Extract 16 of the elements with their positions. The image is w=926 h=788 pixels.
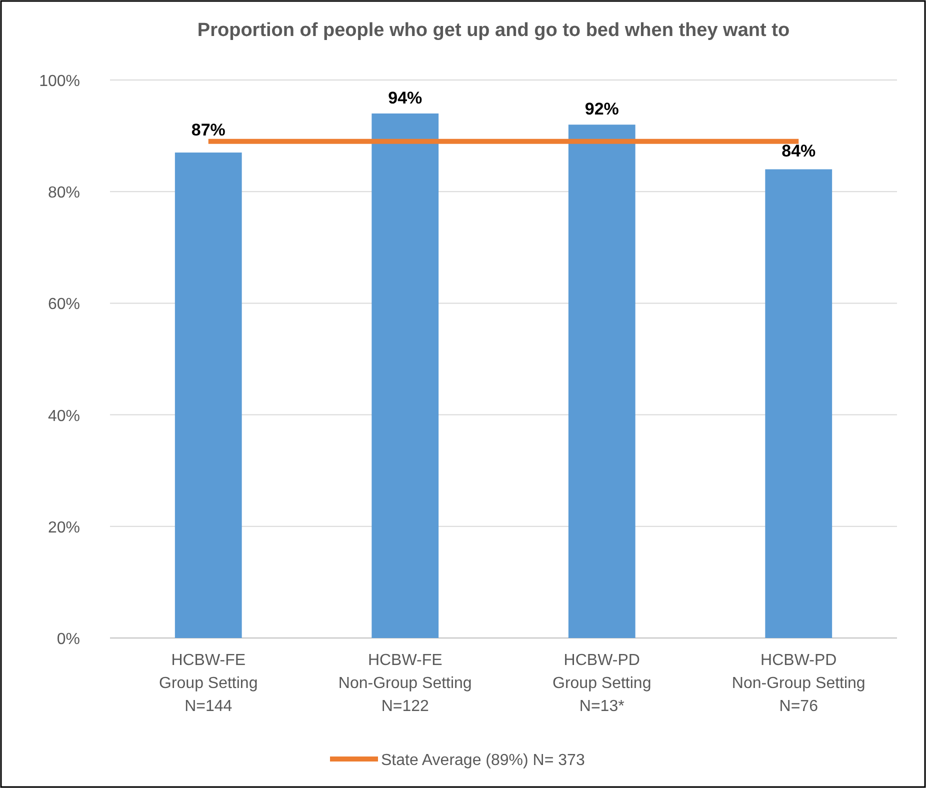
x-tick-label: HCBW-PD Non-Group Setting N=76: [732, 652, 866, 715]
y-tick-label: 60%: [48, 296, 80, 314]
y-tick-label: 100%: [39, 73, 80, 90]
data-label: 94%: [388, 88, 422, 108]
data-label: 87%: [191, 120, 226, 140]
chart-title: Proportion of people who get up and go to bed when they want to: [197, 20, 790, 41]
x-tick-label: HCBW-FE Group Setting N=144: [159, 652, 258, 715]
data-label: 84%: [782, 141, 816, 160]
y-tick-label: 0%: [56, 631, 80, 648]
legend-label: State Average (89%) N= 373: [381, 752, 585, 769]
y-tick-label: 20%: [48, 519, 80, 536]
x-tick-label: HCBW-PD Group Setting N=13*: [552, 652, 652, 715]
y-tick-label: 80%: [48, 184, 80, 202]
y-tick-label: 40%: [48, 408, 80, 425]
data-label: 92%: [584, 100, 619, 119]
x-tick-label: HCBW-FE Non-Group Setting N=122: [338, 652, 472, 715]
